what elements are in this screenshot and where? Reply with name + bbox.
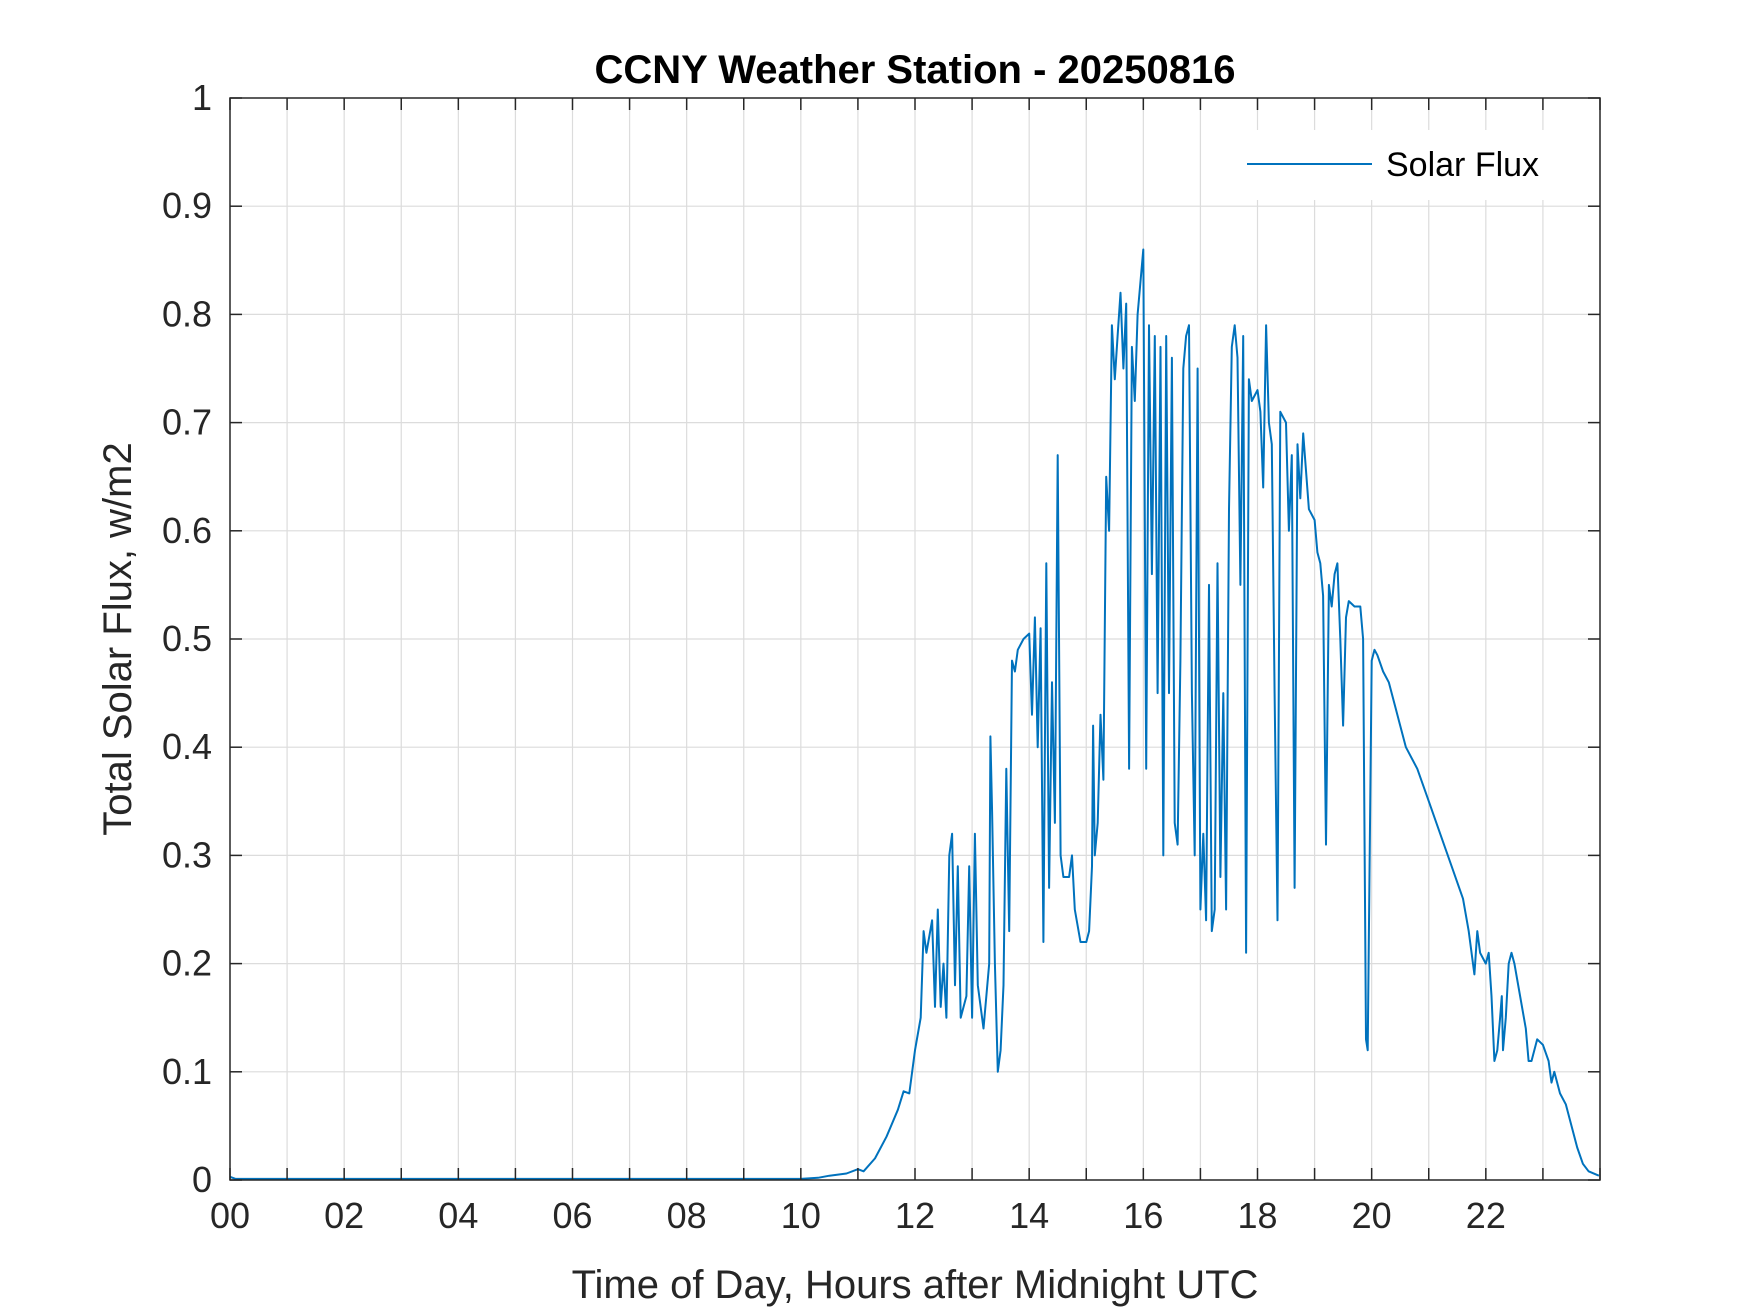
x-tick-label: 06 xyxy=(552,1195,592,1236)
y-tick-labels: 0 0.1 0.2 0.3 0.4 0.5 0.6 0.7 0.8 0.9 1 xyxy=(162,77,212,1200)
x-axis-label: Time of Day, Hours after Midnight UTC xyxy=(572,1263,1259,1307)
x-tick-label: 00 xyxy=(210,1195,250,1236)
y-tick-label: 0.9 xyxy=(162,185,212,226)
x-tick-label: 10 xyxy=(781,1195,821,1236)
y-tick-label: 0.8 xyxy=(162,293,212,334)
x-tick-label: 20 xyxy=(1352,1195,1392,1236)
y-tick-label: 0 xyxy=(192,1159,212,1200)
grid xyxy=(230,98,1600,1180)
y-tick-label: 0.1 xyxy=(162,1051,212,1092)
x-tick-labels: 00 02 04 06 08 10 12 14 16 18 20 22 xyxy=(210,1195,1506,1236)
y-tick-label: 0.4 xyxy=(162,726,212,767)
legend-label-solar-flux: Solar Flux xyxy=(1386,146,1539,184)
y-tick-label: 0.6 xyxy=(162,510,212,551)
y-tick-label: 0.5 xyxy=(162,618,212,659)
x-tick-label: 02 xyxy=(324,1195,364,1236)
y-tick-label: 0.7 xyxy=(162,402,212,443)
y-tick-label: 0.2 xyxy=(162,943,212,984)
series-layer xyxy=(229,248,1600,1180)
x-tick-label: 22 xyxy=(1466,1195,1506,1236)
tick-marks xyxy=(229,97,1601,1181)
x-tick-label: 18 xyxy=(1237,1195,1277,1236)
x-tick-label: 08 xyxy=(667,1195,707,1236)
series-line-solar-flux xyxy=(229,248,1600,1180)
chart-title: CCNY Weather Station - 20250816 xyxy=(595,48,1236,92)
x-tick-label: 16 xyxy=(1123,1195,1163,1236)
x-tick-label: 04 xyxy=(438,1195,478,1236)
y-axis-label: Total Solar Flux, w/m2 xyxy=(96,442,140,835)
y-tick-label: 1 xyxy=(192,77,212,118)
x-tick-label: 12 xyxy=(895,1195,935,1236)
y-tick-label: 0.3 xyxy=(162,834,212,875)
x-tick-label: 14 xyxy=(1009,1195,1049,1236)
legend: Solar Flux xyxy=(1228,130,1580,200)
